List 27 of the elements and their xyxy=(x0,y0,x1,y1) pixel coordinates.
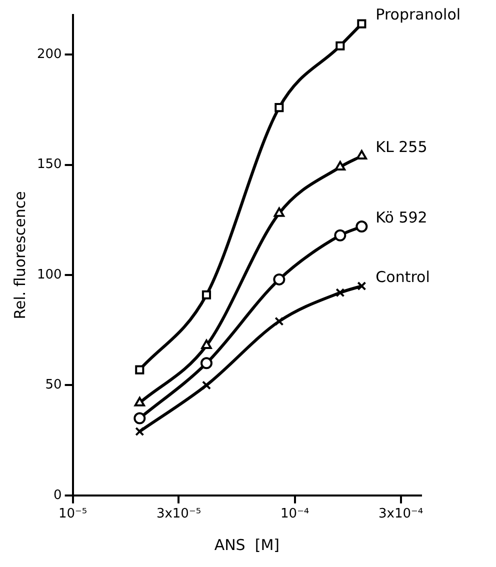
x-tick-label: 10⁻⁵ xyxy=(58,506,88,522)
x-tick-label: 10⁻⁴ xyxy=(280,506,310,522)
point xyxy=(336,41,345,50)
point xyxy=(134,396,145,406)
series-label: Propranolol xyxy=(376,6,461,24)
x-tick-label: 3x10⁻⁴ xyxy=(378,506,424,522)
point xyxy=(202,380,212,390)
y-axis-title: Rel. fluorescence xyxy=(10,191,29,320)
point xyxy=(201,340,212,350)
y-tick-label: 50 xyxy=(45,378,62,393)
y-tick-label: 100 xyxy=(36,267,62,282)
point xyxy=(135,365,144,374)
x-axis-title: ANS [M] xyxy=(214,536,280,554)
series-label: Control xyxy=(376,268,430,286)
y-tick-label: 200 xyxy=(36,47,62,62)
point xyxy=(334,229,346,242)
x-tick-label: 3x10⁻⁵ xyxy=(156,506,202,522)
series-label: KL 255 xyxy=(376,138,428,156)
point xyxy=(336,288,345,298)
point xyxy=(200,357,212,370)
y-tick-label: 150 xyxy=(36,157,62,172)
y-tick-label: 0 xyxy=(54,488,62,503)
point xyxy=(202,290,212,300)
series-label: Kö 592 xyxy=(376,208,428,226)
point xyxy=(134,412,146,424)
point xyxy=(135,426,144,436)
point xyxy=(334,161,346,171)
